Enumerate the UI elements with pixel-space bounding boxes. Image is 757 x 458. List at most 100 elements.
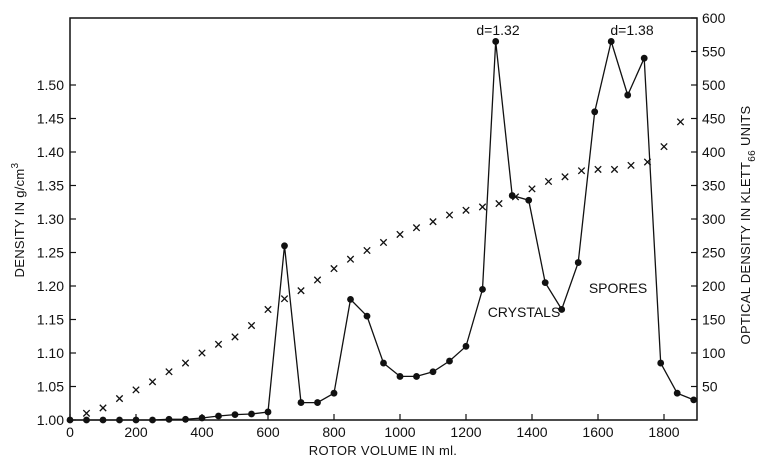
optical-density-point (396, 373, 404, 380)
density-point (280, 295, 289, 303)
density-point (544, 177, 553, 186)
x-tick-label: 400 (190, 424, 214, 440)
optical-density-point (215, 412, 222, 420)
optical-density-point (99, 416, 107, 424)
density-point (297, 287, 305, 295)
density-series (82, 118, 685, 417)
left-y-axis-title: DENSITY IN g/cm3 (10, 162, 27, 277)
density-point (412, 224, 421, 232)
optical-density-point (165, 415, 173, 423)
optical-density-point (363, 312, 371, 320)
optical-density-point (149, 416, 156, 424)
density-point (132, 386, 140, 394)
optical-density-point (574, 259, 582, 266)
density-point (379, 238, 388, 247)
density-point (181, 359, 190, 367)
right-y-tick-label: 250 (702, 245, 726, 261)
left-y-tick-label: 1.35 (37, 178, 64, 194)
annotation-spores-label: SPORES (589, 280, 647, 296)
left-y-tick-label: 1.25 (37, 245, 64, 261)
density-point (627, 161, 635, 170)
x-axis-title: ROTOR VOLUME IN ml. (309, 443, 457, 458)
left-y-tick-label: 1.00 (37, 412, 64, 428)
left-y-tick-label: 1.10 (37, 345, 64, 361)
density-point (561, 173, 569, 181)
x-tick-label: 1600 (582, 424, 613, 440)
optical-density-point (314, 399, 321, 406)
annotation-crystals-label: CRYSTALS (488, 304, 561, 320)
optical-density-point (541, 279, 549, 287)
optical-density-point (591, 108, 599, 116)
density-point (115, 394, 124, 403)
left-y-tick-label: 1.30 (37, 211, 64, 227)
x-tick-label: 1800 (648, 424, 679, 440)
right-y-tick-label: 500 (702, 77, 726, 93)
density-point (528, 185, 536, 193)
density-point (610, 165, 619, 174)
optical-density-point (380, 359, 387, 367)
left-y-tick-label: 1.50 (37, 77, 64, 93)
optical-density-point (182, 415, 189, 423)
density-point (478, 203, 487, 211)
optical-density-point (429, 368, 437, 376)
right-y-axis-ticks: 50 100 150 200 250 300 350 400 450 500 550 600 (691, 10, 726, 395)
optical-density-point (281, 242, 288, 250)
density-point (445, 211, 454, 219)
annotation-spores-density: d=1.38 (610, 22, 653, 38)
optical-density-point (690, 396, 698, 404)
optical-density-point (492, 38, 500, 45)
density-point (99, 404, 107, 412)
density-point (577, 167, 586, 175)
optical-density-point (198, 414, 206, 422)
right-y-tick-label: 350 (702, 178, 726, 194)
x-tick-label: 200 (124, 424, 148, 440)
right-y-tick-label: 200 (702, 278, 726, 294)
optical-density-point (83, 416, 90, 424)
optical-density-point (132, 416, 140, 424)
x-tick-label: 600 (256, 424, 280, 440)
density-point (231, 333, 239, 341)
density-point (363, 246, 371, 255)
optical-density-point (264, 408, 272, 416)
density-point (396, 230, 404, 239)
left-y-axis-ticks: 1.00 1.05 1.10 1.15 1.20 1.25 1.30 1.35 1.40 1.45… (37, 77, 76, 428)
optical-density-point (673, 389, 681, 397)
density-point (264, 305, 272, 314)
density-point (165, 368, 173, 376)
x-axis-ticks: 0 200 400 600 800 1000 1200 1400 1600 1800 (66, 414, 680, 440)
left-y-tick-label: 1.15 (37, 312, 64, 328)
density-point (247, 321, 256, 330)
optical-density-point (66, 416, 74, 424)
optical-density-point (297, 399, 305, 406)
optical-density-point (657, 359, 665, 367)
right-y-tick-label: 100 (702, 345, 726, 361)
optical-density-point (624, 91, 632, 99)
right-y-tick-label: 50 (702, 379, 718, 395)
density-point (214, 340, 223, 348)
optical-density-point (508, 192, 516, 199)
optical-density-point (558, 306, 566, 313)
x-tick-label: 800 (322, 424, 346, 440)
x-tick-label: 1000 (384, 424, 415, 440)
optical-density-point (640, 54, 648, 62)
density-point (676, 118, 685, 126)
right-y-tick-label: 550 (702, 44, 726, 60)
right-y-tick-label: 300 (702, 211, 726, 227)
optical-density-point (525, 196, 533, 204)
optical-density-series (66, 38, 698, 424)
optical-density-point (607, 38, 615, 45)
optical-density-point (479, 285, 486, 293)
x-tick-label: 1200 (450, 424, 481, 440)
left-y-tick-label: 1.40 (37, 144, 64, 160)
optical-density-point (347, 296, 354, 303)
density-point (462, 206, 470, 214)
optical-density-point (462, 342, 470, 350)
annotation-crystals-density: d=1.32 (476, 22, 519, 38)
density-point (148, 378, 157, 386)
density-point (313, 276, 322, 284)
right-y-tick-label: 600 (702, 10, 726, 26)
density-point (198, 349, 206, 357)
optical-density-point (248, 410, 255, 418)
left-y-tick-label: 1.20 (37, 278, 64, 294)
